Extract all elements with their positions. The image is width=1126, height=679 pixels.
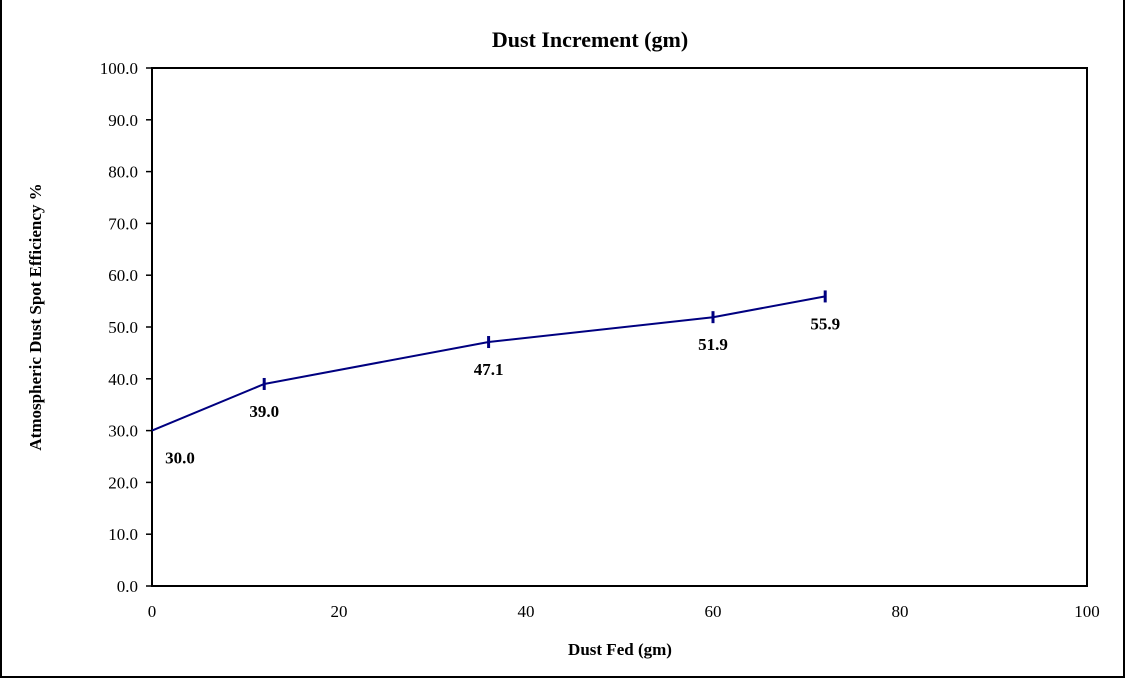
y-tick-label: 30.0 [108, 422, 138, 441]
data-series: 30.0 39.0 47.1 51.9 55.9 [151, 290, 840, 468]
x-tick-label: 60 [705, 602, 722, 621]
chart-title: Dust Increment (gm) [492, 27, 688, 52]
data-label: 39.0 [249, 402, 279, 421]
y-axis-title: Atmospheric Dust Spot Efficiency % [26, 183, 45, 450]
x-tick-label: 0 [148, 602, 157, 621]
x-axis-title: Dust Fed (gm) [568, 640, 672, 659]
y-tick-label: 90.0 [108, 111, 138, 130]
y-axis-ticks: 0.0 10.0 20.0 30.0 40.0 50.0 60.0 70.0 80.0 90.0 1… [100, 59, 152, 596]
x-tick-label: 40 [518, 602, 535, 621]
y-tick-label: 80.0 [108, 163, 138, 182]
y-tick-label: 100.0 [100, 59, 138, 78]
data-label: 55.9 [810, 314, 840, 333]
y-tick-label: 20.0 [108, 473, 138, 492]
x-tick-label: 80 [892, 602, 909, 621]
y-tick-label: 50.0 [108, 318, 138, 337]
y-tick-label: 10.0 [108, 525, 138, 544]
x-tick-label: 100 [1074, 602, 1100, 621]
y-tick-label: 70.0 [108, 214, 138, 233]
y-tick-label: 40.0 [108, 370, 138, 389]
y-tick-label: 60.0 [108, 266, 138, 285]
y-tick-label: 0.0 [117, 577, 138, 596]
x-axis-ticks: 0 20 40 60 80 100 [148, 602, 1100, 621]
data-label: 30.0 [165, 449, 195, 468]
data-label: 51.9 [698, 335, 728, 354]
x-tick-label: 20 [331, 602, 348, 621]
data-label: 47.1 [474, 360, 504, 379]
